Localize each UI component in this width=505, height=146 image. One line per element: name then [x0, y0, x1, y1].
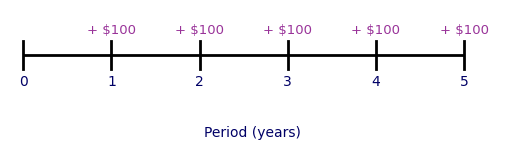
Text: 1: 1 [107, 75, 116, 89]
Text: Period (years): Period (years) [204, 126, 301, 140]
Text: 0: 0 [19, 75, 28, 89]
Text: + $100: + $100 [87, 24, 136, 37]
Text: 5: 5 [460, 75, 469, 89]
Text: 2: 2 [195, 75, 204, 89]
Text: 4: 4 [372, 75, 380, 89]
Text: 3: 3 [283, 75, 292, 89]
Text: + $100: + $100 [351, 24, 400, 37]
Text: + $100: + $100 [439, 24, 488, 37]
Text: + $100: + $100 [175, 24, 224, 37]
Text: + $100: + $100 [263, 24, 312, 37]
